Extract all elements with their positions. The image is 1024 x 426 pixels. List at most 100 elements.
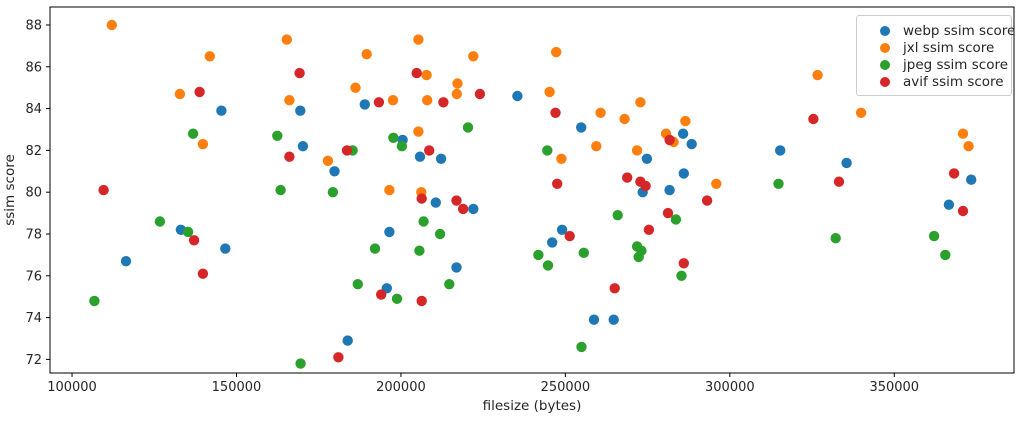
data-point-avif — [948, 168, 960, 179]
data-point-jxl — [812, 69, 823, 81]
data-point-jxl — [350, 82, 361, 93]
data-point-jpeg — [327, 187, 339, 198]
data-point-jpeg — [633, 251, 644, 263]
data-point-avif — [98, 184, 109, 196]
data-point-jxl — [468, 51, 479, 62]
data-point-jxl — [284, 95, 295, 106]
data-point-jxl — [452, 78, 463, 89]
data-point-jxl — [361, 49, 372, 60]
x-tick-label: 200000 — [376, 380, 426, 395]
legend-marker-avif — [880, 76, 890, 87]
y-tick-label: 88 — [25, 18, 42, 33]
x-tick-label: 250000 — [541, 380, 591, 395]
data-point-webp — [359, 99, 370, 110]
data-point-webp — [451, 262, 462, 273]
data-point-jpeg — [414, 245, 425, 256]
data-point-webp — [576, 122, 587, 133]
data-point-webp — [547, 237, 558, 248]
x-tick-label: 300000 — [705, 380, 755, 395]
data-point-avif — [701, 195, 713, 206]
data-point-webp — [943, 199, 955, 210]
data-point-avif — [411, 67, 422, 79]
data-point-webp — [556, 224, 568, 235]
legend-item-jpeg: jpeg ssim score — [867, 57, 1008, 74]
legend-item-avif: avif ssim score — [867, 73, 1004, 90]
data-point-jpeg — [154, 216, 166, 227]
data-point-jpeg — [462, 122, 474, 133]
data-point-avif — [416, 295, 427, 307]
data-point-jxl — [631, 145, 643, 156]
data-point-jxl — [635, 97, 646, 108]
data-point-jpeg — [187, 128, 199, 139]
data-point-avif — [341, 145, 353, 156]
data-point-avif — [564, 230, 575, 242]
legend: webp ssim score jxl ssim score jpeg ssim s… — [856, 15, 1015, 96]
data-point-jpeg — [576, 341, 587, 353]
data-point-webp — [512, 90, 523, 102]
data-point-jpeg — [444, 279, 455, 290]
data-point-avif — [550, 107, 561, 119]
y-tick-label: 72 — [25, 353, 42, 368]
data-point-jpeg — [542, 260, 554, 271]
data-point-webp — [295, 105, 306, 116]
data-point-avif — [373, 97, 385, 108]
data-point-jpeg — [369, 243, 381, 254]
data-point-avif — [552, 178, 563, 189]
data-point-webp — [435, 153, 447, 164]
data-point-webp — [468, 203, 479, 215]
data-point-jxl — [422, 95, 433, 106]
data-point-jpeg — [272, 130, 283, 141]
data-point-jxl — [413, 126, 424, 137]
data-point-jxl — [204, 51, 215, 62]
data-point-webp — [342, 335, 353, 346]
data-point-jxl — [281, 34, 292, 45]
data-point-webp — [297, 141, 309, 152]
data-point-jpeg — [612, 210, 623, 221]
data-point-jpeg — [434, 228, 446, 240]
data-point-avif — [662, 207, 674, 219]
x-tick-label: 350000 — [869, 380, 919, 395]
data-point-jpeg — [928, 230, 940, 242]
data-point-jxl — [387, 95, 399, 106]
data-point-webp — [686, 138, 697, 150]
data-point-avif — [197, 268, 209, 279]
data-point-jpeg — [676, 270, 687, 281]
data-point-webp — [588, 314, 600, 325]
data-point-jxl — [197, 138, 209, 150]
data-point-webp — [608, 314, 619, 325]
y-tick-label: 84 — [25, 102, 42, 117]
data-point-jxl — [544, 86, 555, 98]
data-point-avif — [188, 235, 200, 246]
data-point-jpeg — [388, 132, 399, 143]
data-point-jpeg — [830, 233, 841, 244]
data-point-jxl — [551, 46, 562, 58]
data-point-jxl — [322, 155, 334, 166]
y-tick-label: 78 — [25, 227, 42, 242]
x-axis-label: filesize (bytes) — [483, 398, 582, 414]
data-point-jpeg — [295, 358, 306, 369]
data-point-jpeg — [578, 247, 589, 258]
data-point-avif — [333, 352, 344, 363]
data-point-jxl — [174, 88, 186, 100]
legend-marker-jpeg — [880, 59, 890, 70]
data-point-jxl — [963, 141, 974, 152]
data-point-jxl — [855, 107, 867, 119]
data-point-avif — [376, 289, 387, 300]
data-point-webp — [220, 243, 231, 254]
data-point-avif — [416, 193, 427, 204]
legend-label-avif: avif ssim score — [903, 73, 1004, 90]
data-point-jxl — [957, 128, 969, 139]
data-point-webp — [841, 157, 852, 169]
data-point-webp — [430, 197, 441, 208]
data-point-avif — [622, 172, 633, 183]
data-point-jpeg — [542, 145, 553, 156]
data-point-avif — [678, 258, 689, 269]
data-point-jxl — [384, 184, 395, 196]
data-point-avif — [424, 145, 435, 156]
data-point-jxl — [619, 113, 630, 125]
legend-marker-webp — [880, 26, 890, 37]
y-tick-label: 86 — [25, 60, 42, 75]
y-tick-label: 76 — [25, 269, 42, 284]
data-point-avif — [609, 283, 620, 294]
y-tick-label: 80 — [25, 186, 42, 201]
